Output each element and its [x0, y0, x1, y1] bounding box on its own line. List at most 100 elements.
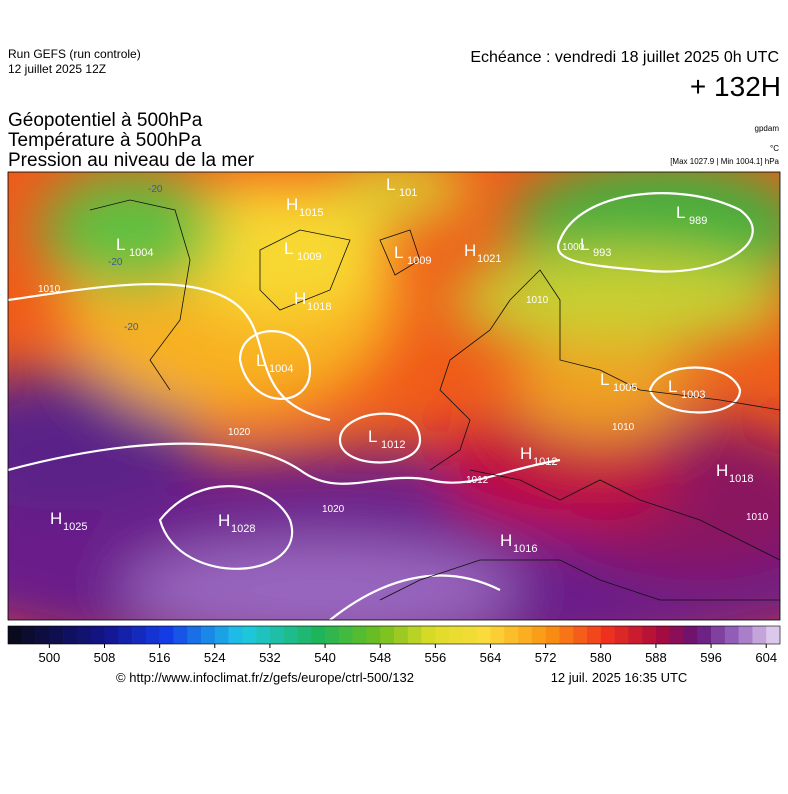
temperature-label: -20: [108, 257, 123, 268]
center-pressure: 1009: [407, 255, 431, 267]
colorbar-tick-label: 500: [39, 650, 61, 665]
center-letter: L: [668, 377, 677, 396]
center-pressure: 1009: [297, 251, 321, 263]
center-pressure: 1003: [681, 389, 705, 401]
colorbar-tick-label: 556: [425, 650, 447, 665]
colorbar-swatch: [352, 626, 367, 644]
colorbar-tick-label: 604: [755, 650, 777, 665]
colorbar: 500 508 516 524 532 540 548 556 564 572 580 588 596 6…: [7, 625, 781, 665]
colorbar-swatch: [49, 626, 64, 644]
center-pressure: 1004: [269, 363, 293, 375]
center-letter: H: [294, 289, 306, 308]
colorbar-swatch: [655, 626, 671, 644]
colorbar-swatch: [490, 626, 505, 644]
lead-time: + 132H: [690, 71, 781, 102]
isobar-label: 1010: [38, 284, 61, 295]
center-pressure: 1012: [381, 439, 405, 451]
generated: 12 juil. 2025 16:35 UTC: [551, 670, 688, 685]
colorbar-swatch: [462, 626, 478, 644]
colorbar-swatch: [132, 626, 147, 644]
colorbar-swatch: [628, 626, 643, 644]
colorbar-tick-label: 564: [480, 650, 502, 665]
colorbar-swatch: [325, 626, 340, 644]
center-pressure: 1018: [729, 473, 753, 485]
colorbar-swatch: [766, 626, 781, 644]
colorbar-swatch: [201, 626, 216, 644]
colorbar-tick-label: 540: [314, 650, 336, 665]
colorbar-swatch: [380, 626, 395, 644]
map: [8, 172, 780, 620]
colorbar-swatch: [173, 626, 188, 644]
center-pressure: 1005: [613, 382, 637, 394]
colorbar-swatch: [669, 626, 684, 644]
center-letter: H: [520, 444, 532, 463]
center-pressure: 1016: [513, 543, 537, 555]
colorbar-swatch: [518, 626, 533, 644]
colorbar-swatch: [531, 626, 546, 644]
colorbar-swatch: [600, 626, 615, 644]
colorbar-tick-label: 508: [94, 650, 116, 665]
isobar-label: 1000: [562, 242, 585, 253]
colorbar-tick-label: 580: [590, 650, 612, 665]
colorbar-swatch: [256, 626, 271, 644]
run-label: Run GEFS (run controle): [8, 47, 141, 61]
center-letter: L: [386, 175, 395, 194]
colorbar-swatch: [752, 626, 767, 644]
colorbar-tick-label: 524: [204, 650, 226, 665]
unit: °C: [770, 144, 779, 153]
center-pressure: 1018: [307, 301, 331, 313]
colorbar-swatch: [104, 626, 119, 644]
colorbar-swatch: [435, 626, 450, 644]
center-letter: H: [464, 241, 476, 260]
colorbar-swatch: [738, 626, 753, 644]
colorbar-swatch: [711, 626, 726, 644]
title-line: Température à 500hPa: [8, 130, 202, 151]
isobar-label: 1010: [526, 295, 549, 306]
colorbar-swatch: [118, 626, 133, 644]
colorbar-swatch: [228, 626, 243, 644]
source: © http://www.infoclimat.fr/z/gefs/europe…: [116, 670, 414, 685]
colorbar-swatch: [8, 626, 23, 644]
colorbar-swatch: [35, 626, 50, 644]
isobar-label: 1020: [228, 427, 251, 438]
colorbar-swatch: [683, 626, 698, 644]
center-pressure: 1015: [299, 207, 323, 219]
colorbar-swatch: [76, 626, 92, 644]
run-date: 12 juillet 2025 12Z: [8, 62, 106, 76]
center-pressure: 1028: [231, 523, 255, 535]
colorbar-swatch: [449, 626, 464, 644]
center-letter: H: [218, 511, 230, 530]
center-pressure: 101: [399, 187, 417, 199]
title-line: Pression au niveau de la mer: [8, 150, 255, 171]
colorbar-swatch: [214, 626, 229, 644]
center-pressure: 1025: [63, 521, 87, 533]
colorbar-swatch: [587, 626, 602, 644]
isobar-label: 1010: [612, 422, 635, 433]
center-letter: H: [500, 531, 512, 550]
colorbar-swatch: [697, 626, 712, 644]
center-letter: L: [256, 351, 265, 370]
colorbar-swatch: [21, 626, 36, 644]
colorbar-swatch: [338, 626, 353, 644]
colorbar-swatch: [187, 626, 202, 644]
center-pressure: 1021: [477, 253, 501, 265]
colorbar-swatch: [159, 626, 174, 644]
center-letter: H: [286, 195, 298, 214]
coastlines: [89, 199, 780, 601]
unit: [Max 1027.9 | Min 1004.1] hPa: [670, 157, 779, 166]
temperature-label: -20: [124, 322, 139, 333]
center-letter: H: [716, 461, 728, 480]
valid-time: Echéance : vendredi 18 juillet 2025 0h U…: [470, 49, 779, 66]
center-pressure: 1004: [129, 247, 153, 259]
colorbar-swatch: [614, 626, 629, 644]
center-letter: L: [676, 203, 685, 222]
center-letter: L: [368, 427, 377, 446]
colorbar-swatch: [283, 626, 298, 644]
colorbar-swatch: [545, 626, 560, 644]
colorbar-tick-label: 548: [369, 650, 391, 665]
colorbar-swatch: [63, 626, 78, 644]
colorbar-swatch: [311, 626, 326, 644]
temperature-label: -20: [148, 184, 163, 195]
colorbar-tick-label: 588: [645, 650, 667, 665]
